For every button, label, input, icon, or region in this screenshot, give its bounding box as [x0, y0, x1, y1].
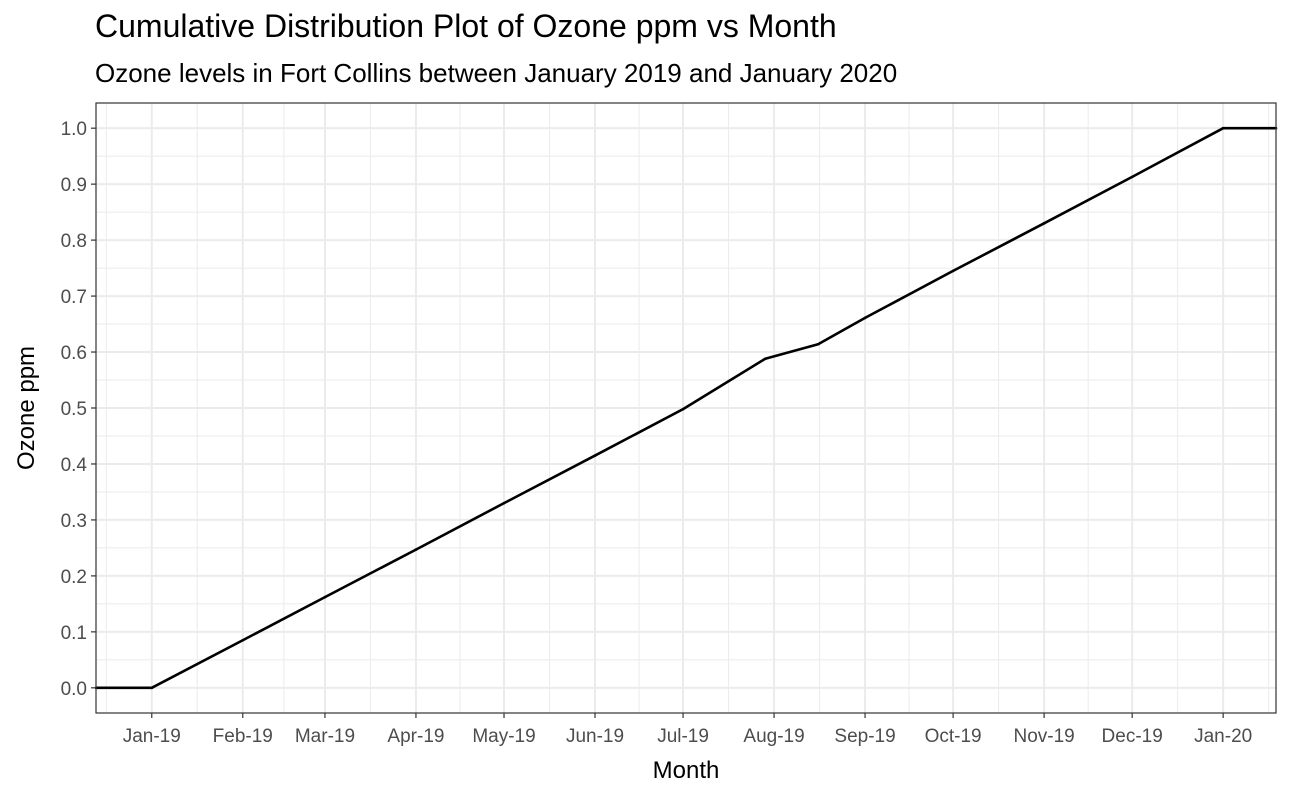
data-point — [1042, 222, 1046, 225]
data-point — [681, 407, 685, 411]
y-tick-label: 0.1 — [61, 623, 87, 644]
y-tick-label: 0.5 — [61, 399, 87, 420]
chart-title: Cumulative Distribution Plot of Ozone pp… — [95, 8, 837, 44]
x-tick-label: Oct-19 — [925, 726, 982, 747]
y-tick-label: 0.4 — [61, 455, 88, 476]
x-axis-title: Month — [653, 757, 720, 784]
data-point — [816, 342, 820, 346]
chart-subtitle: Ozone levels in Fort Collins between Jan… — [95, 58, 898, 88]
y-axis-title: Ozone ppm — [13, 346, 40, 470]
x-tick-label: May-19 — [472, 726, 535, 747]
major-gridlines — [96, 103, 1276, 713]
y-tick-label: 0.9 — [61, 175, 87, 196]
y-axis: 0.0 0.1 0.2 0.3 0.4 0.5 0.6 0.7 0.8 0.9 1.0 — [61, 119, 96, 700]
x-tick-label: Jun-19 — [566, 726, 624, 747]
x-tick-label: Jan-20 — [1194, 726, 1252, 747]
x-tick-label: Jan-19 — [123, 726, 181, 747]
y-tick-label: 0.8 — [61, 231, 87, 252]
x-axis: Jan-19 Feb-19 Mar-19 Apr-19 May-19 Jun-19 Jul-… — [123, 713, 1252, 747]
data-point — [863, 316, 867, 320]
data-point — [1130, 175, 1134, 179]
x-tick-label: Dec-19 — [1102, 726, 1163, 747]
data-point — [763, 357, 767, 361]
x-tick-label: Apr-19 — [387, 726, 444, 747]
data-point — [150, 686, 154, 690]
x-tick-label: Nov-19 — [1013, 726, 1074, 747]
x-tick-label: Feb-19 — [213, 726, 273, 747]
data-point — [1221, 126, 1225, 130]
data-point — [323, 595, 327, 599]
data-point — [414, 548, 418, 551]
y-tick-label: 0.3 — [61, 511, 87, 532]
series-line — [96, 126, 1276, 690]
data-point — [502, 501, 506, 505]
y-tick-label: 0.0 — [61, 679, 87, 700]
data-point — [593, 454, 597, 457]
x-tick-label: Sep-19 — [834, 726, 895, 747]
series-layer — [94, 126, 1278, 690]
x-tick-label: Aug-19 — [743, 726, 804, 747]
y-tick-label: 0.6 — [61, 343, 87, 364]
x-tick-label: Jul-19 — [657, 726, 709, 747]
data-point — [951, 269, 955, 273]
y-tick-label: 0.7 — [61, 287, 87, 308]
data-point — [241, 638, 245, 642]
x-tick-label: Mar-19 — [295, 726, 355, 747]
y-tick-label: 0.2 — [61, 567, 87, 588]
y-tick-label: 1.0 — [61, 119, 87, 140]
